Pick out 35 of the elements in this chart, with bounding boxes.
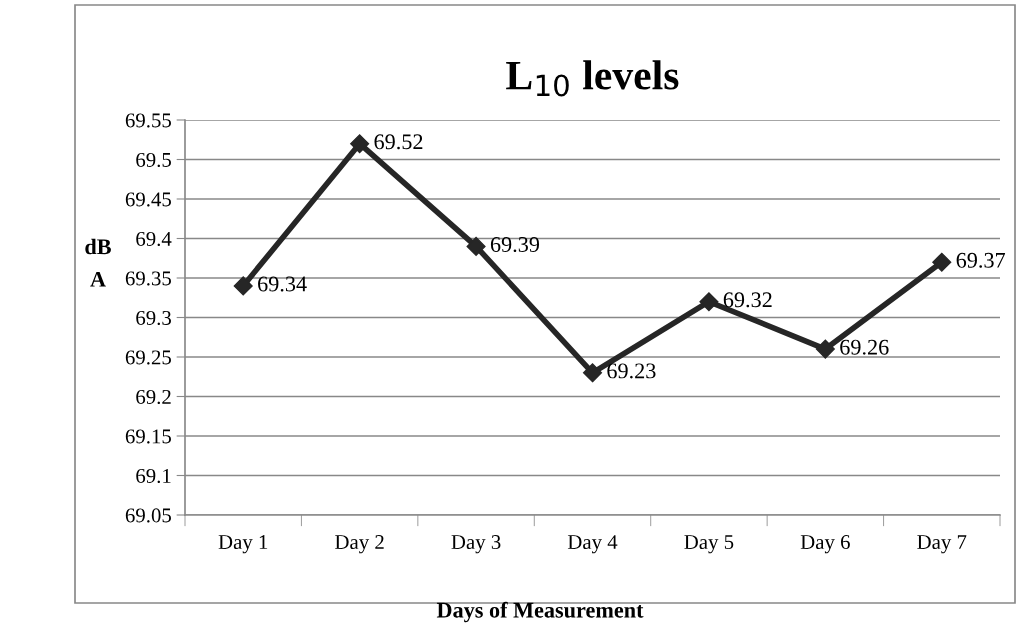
y-axis-title: dB A — [85, 238, 111, 287]
point — [815, 339, 835, 359]
y-tick-label: 69.2 — [136, 389, 171, 405]
data-label: 69.34 — [258, 276, 307, 292]
y-tick-label: 69.5 — [136, 152, 171, 168]
chart-title: L$_{10}$ levels — [506, 60, 679, 97]
point — [932, 252, 952, 272]
x-axis-title: Days of Measurement — [436, 601, 644, 623]
data-label: 69.26 — [840, 339, 889, 355]
y-tick-label: 69.35 — [125, 271, 171, 286]
x-tick-label: Day 2 — [335, 535, 384, 554]
point — [466, 236, 486, 256]
y-tick-label: 69.1 — [136, 468, 171, 484]
x-tick-label: Day 5 — [684, 535, 734, 554]
data-label: 69.52 — [374, 134, 423, 150]
y-tick-label: 69.05 — [125, 508, 171, 523]
point — [350, 134, 370, 154]
x-tick-label: Day 1 — [218, 535, 268, 554]
x-tick-label: Day 7 — [917, 535, 967, 554]
data-label: 69.32 — [723, 292, 772, 308]
point — [699, 292, 719, 312]
x-tick-label: Day 6 — [800, 535, 850, 554]
y-tick-label: 69.15 — [125, 429, 171, 444]
point — [233, 276, 253, 296]
x-tick-label: Day 3 — [451, 535, 501, 554]
y-tick-label: 69.4 — [136, 231, 172, 247]
data-label: 69.37 — [956, 252, 1006, 268]
y-tick-label: 69.25 — [125, 350, 171, 365]
data-label: 69.23 — [607, 363, 656, 379]
x-tick-label: Day 4 — [567, 535, 618, 554]
y-tick-label: 69.3 — [136, 310, 171, 326]
y-tick-label: 69.55 — [125, 113, 171, 128]
point — [582, 363, 603, 383]
y-tick-label: 69.45 — [125, 192, 171, 207]
data-label: 69.39 — [490, 237, 540, 253]
